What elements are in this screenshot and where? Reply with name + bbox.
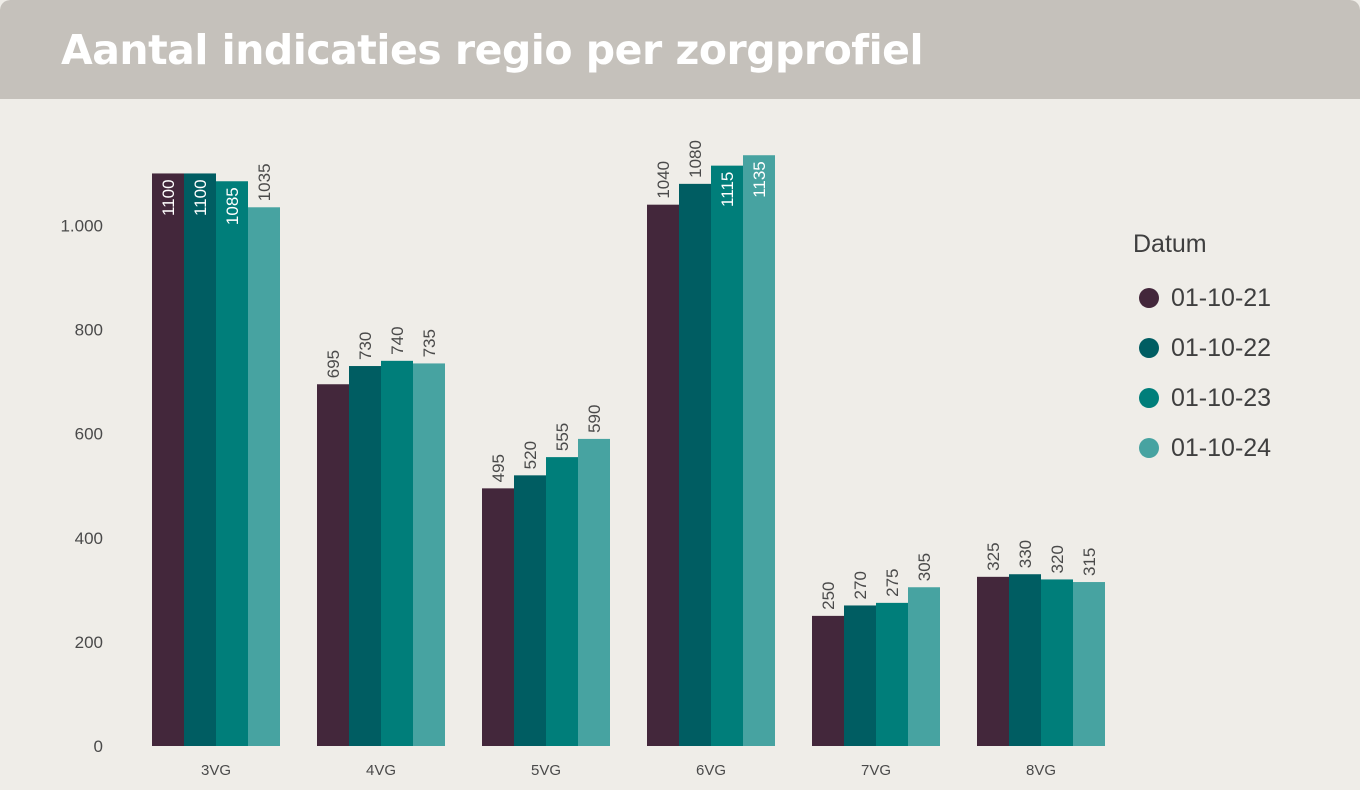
data-label: 1135 <box>750 161 769 198</box>
bar <box>977 576 1009 746</box>
data-label: 555 <box>553 423 572 451</box>
legend-item: 01-10-22 <box>1133 323 1271 373</box>
bar <box>647 204 679 746</box>
bar <box>514 475 546 746</box>
category-label: 3VG <box>201 762 231 779</box>
data-label: 250 <box>819 582 838 610</box>
legend-item: 01-10-21 <box>1133 273 1271 323</box>
data-label: 275 <box>883 568 902 596</box>
bar <box>546 457 578 746</box>
data-label: 320 <box>1048 545 1067 573</box>
data-label: 305 <box>915 553 934 581</box>
legend-item: 01-10-24 <box>1133 423 1271 473</box>
data-label: 1100 <box>191 179 210 216</box>
data-label: 330 <box>1016 540 1035 568</box>
category-label: 8VG <box>1026 762 1056 779</box>
bar <box>844 605 876 746</box>
bar <box>413 363 445 746</box>
data-label: 1080 <box>686 140 705 178</box>
y-tick-label: 600 <box>75 425 103 444</box>
y-tick-label: 1.000 <box>60 217 103 236</box>
bar <box>578 438 610 746</box>
legend-label: 01-10-24 <box>1171 433 1272 462</box>
bar <box>381 360 413 746</box>
data-label: 325 <box>984 542 1003 570</box>
data-label: 740 <box>388 326 407 354</box>
bar <box>184 173 216 746</box>
legend-label: 01-10-21 <box>1171 283 1272 312</box>
bar <box>482 488 514 746</box>
data-label: 1100 <box>159 179 178 216</box>
y-tick-label: 400 <box>75 529 103 548</box>
bar <box>876 602 908 746</box>
legend-swatch <box>1139 288 1159 308</box>
data-label: 495 <box>489 454 508 482</box>
data-label: 730 <box>356 332 375 360</box>
bar <box>679 183 711 747</box>
y-tick-label: 0 <box>94 737 103 756</box>
legend-item: 01-10-23 <box>1133 373 1271 423</box>
y-tick-label: 200 <box>75 633 103 652</box>
category-label: 5VG <box>531 762 561 779</box>
data-label: 1040 <box>654 161 673 199</box>
y-tick-label: 800 <box>75 321 103 340</box>
title-bar: Aantal indicaties regio per zorgprofiel <box>0 0 1360 99</box>
bar <box>1009 574 1041 746</box>
data-label: 735 <box>420 329 439 357</box>
category-label: 6VG <box>696 762 726 779</box>
data-label: 695 <box>324 350 343 378</box>
legend-swatch <box>1139 338 1159 358</box>
data-label: 270 <box>851 571 870 599</box>
bar <box>812 615 844 746</box>
legend: Datum 01-10-21 01-10-22 01-10-23 01-10-24 <box>1133 230 1271 473</box>
bar <box>317 384 349 746</box>
bar <box>248 207 280 747</box>
bar <box>1073 582 1105 746</box>
bar <box>1041 579 1073 746</box>
category-label: 7VG <box>861 762 891 779</box>
bar <box>152 173 184 746</box>
data-label: 590 <box>585 405 604 433</box>
data-label: 1085 <box>223 187 242 225</box>
data-label: 520 <box>521 441 540 469</box>
bar <box>711 165 743 746</box>
legend-swatch <box>1139 388 1159 408</box>
legend-label: 01-10-23 <box>1171 383 1272 412</box>
chart-title: Aantal indicaties regio per zorgprofiel <box>61 26 924 74</box>
data-label: 315 <box>1080 548 1099 576</box>
legend-swatch <box>1139 438 1159 458</box>
data-label: 1115 <box>718 172 737 207</box>
bar <box>743 155 775 747</box>
legend-title: Datum <box>1133 230 1207 258</box>
bar <box>216 181 248 746</box>
bar <box>349 366 381 746</box>
bar <box>908 587 940 746</box>
data-label: 1035 <box>255 163 274 201</box>
legend-label: 01-10-22 <box>1171 333 1272 362</box>
category-label: 4VG <box>366 762 396 779</box>
